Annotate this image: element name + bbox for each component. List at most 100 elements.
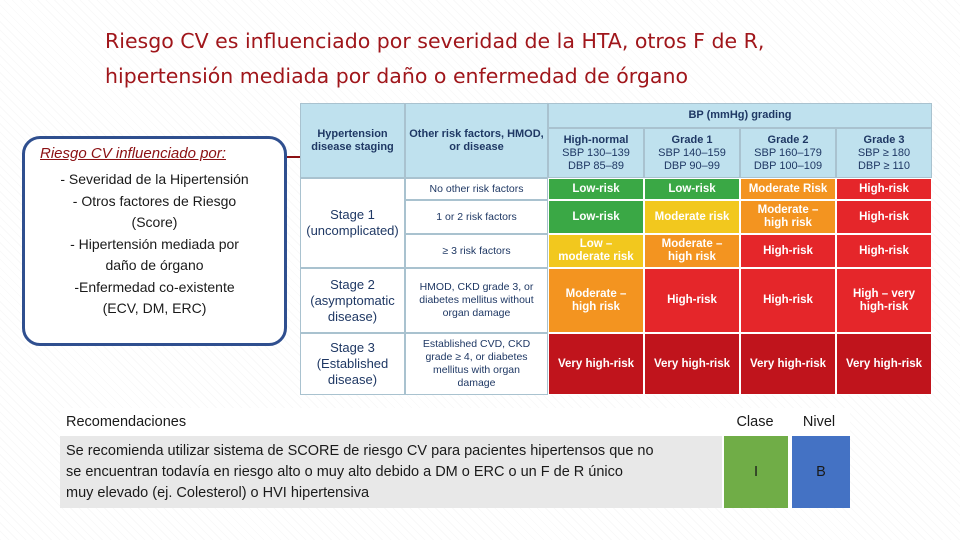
risk-cell: Very high-risk [548, 333, 644, 395]
factor-text: ≥ 3 risk factors [442, 244, 511, 257]
risk-cell: High-risk [836, 234, 932, 268]
factor-text: Established CVD, CKD [422, 338, 531, 350]
grade-text: DBP 90–99 [663, 159, 721, 172]
factor-text: damage [457, 377, 496, 389]
risk-text: high risk [764, 217, 812, 229]
risk-text: Moderate risk [654, 210, 730, 223]
callout-line: daño de órgano [105, 257, 204, 273]
risk-text: High-risk [859, 210, 909, 223]
risk-text: Moderate – [757, 204, 819, 216]
callout-heading: Riesgo CV influenciado por: [40, 145, 226, 162]
risk-text: High-risk [667, 294, 717, 306]
callout-box: - Severidad de la Hipertensión - Otros fa… [22, 136, 287, 346]
risk-cell: Very high-risk [740, 333, 836, 395]
risk-cell: High – very high-risk [836, 268, 932, 333]
risk-cell: Moderate risk [644, 200, 740, 234]
title-line: Riesgo CV es influenciado por severidad … [105, 29, 765, 53]
rec-header: Nivel [788, 408, 850, 436]
rec-level: B [788, 436, 850, 508]
factor-text: mellitus with organ [433, 364, 520, 376]
factor-cell: No other risk factors [405, 178, 548, 200]
rec-header: Clase [722, 408, 788, 436]
title-line: hipertensión mediada por daño o enfermed… [105, 64, 688, 88]
grade-header: Grade 2 SBP 160–179 DBP 100–109 [740, 128, 836, 178]
factor-text: diabetes mellitus without [419, 294, 534, 306]
risk-text: Low-risk [572, 210, 620, 223]
risk-text: Very high-risk [749, 357, 827, 370]
factor-text: HMOD, CKD grade 3, or [419, 281, 534, 293]
rec-body: Se recomienda utilizar sistema de SCORE … [60, 436, 722, 508]
header-text: or disease [449, 140, 504, 153]
grade-header: Grade 1 SBP 140–159 DBP 90–99 [644, 128, 740, 178]
risk-cell: Very high-risk [836, 333, 932, 395]
callout-line: (Score) [131, 214, 178, 230]
header-text: Other risk factors, HMOD, [409, 127, 544, 140]
header-text: Hypertension [317, 127, 388, 140]
risk-text: Low-risk [668, 182, 716, 195]
risk-text: Low-risk [572, 182, 620, 195]
risk-cell: Low – moderate risk [548, 234, 644, 268]
risk-text: high-risk [859, 300, 909, 313]
callout-line: (ECV, DM, ERC) [102, 300, 207, 316]
stage-cell: Stage 1 (uncomplicated) [300, 178, 405, 268]
header-text: disease staging [311, 140, 394, 153]
stage-cell: Stage 3 (Established disease) [300, 333, 405, 395]
risk-cell: High-risk [740, 234, 836, 268]
callout-line: - Hipertensión mediada por [70, 235, 239, 252]
risk-text: high risk [572, 300, 620, 313]
rec-header: Recomendaciones [60, 408, 722, 436]
risk-text: Very high-risk [653, 357, 731, 370]
stage-text: Stage 2 [330, 276, 375, 292]
stage-text: (uncomplicated) [306, 223, 399, 238]
risk-text: moderate risk [558, 251, 634, 263]
stage-text: disease) [327, 372, 378, 387]
stage-text: Stage 1 [330, 207, 375, 222]
risk-text: Very high-risk [557, 357, 635, 370]
slide-title: Riesgo CV es influenciado por severidad … [105, 24, 905, 94]
grade-text: High-normal [563, 133, 629, 146]
factor-text: organ damage [442, 307, 511, 319]
risk-cell: Low-risk [548, 178, 644, 200]
grade-text: DBP ≥ 110 [857, 159, 911, 172]
rec-line: muy elevado (ej. Colesterol) o HVI hiper… [66, 484, 370, 501]
grade-text: Grade 2 [767, 133, 809, 146]
factor-cell: HMOD, CKD grade 3, or diabetes mellitus w… [405, 268, 548, 333]
factor-cell: Established CVD, CKD grade ≥ 4, or diabet… [405, 333, 548, 395]
risk-text: High-risk [763, 244, 813, 257]
connector [286, 156, 302, 158]
risk-text: High-risk [763, 294, 813, 306]
risk-cell: High-risk [836, 200, 932, 234]
callout-line: - Severidad de la Hipertensión [60, 171, 249, 187]
stage-text: (asymptomatic [310, 292, 395, 308]
risk-cell: Moderate – high risk [644, 234, 740, 268]
header-cell: Hypertension disease staging [300, 103, 405, 178]
grade-header: Grade 3 SBP ≥ 180 DBP ≥ 110 [836, 128, 932, 178]
risk-text: Moderate – [565, 287, 627, 300]
risk-text: Moderate Risk [748, 182, 828, 195]
grade-text: SBP 140–159 [658, 146, 726, 159]
risk-text: High-risk [859, 182, 909, 195]
grade-text: Grade 1 [671, 133, 713, 146]
risk-text: Very high-risk [845, 357, 923, 370]
risk-text: High-risk [859, 244, 909, 257]
risk-cell: Low-risk [644, 178, 740, 200]
risk-text: Moderate – [661, 238, 723, 250]
risk-cell: High-risk [836, 178, 932, 200]
risk-text: high risk [668, 251, 716, 263]
risk-cell: Low-risk [548, 200, 644, 234]
risk-cell: High-risk [740, 268, 836, 333]
rec-class: I [722, 436, 788, 508]
grade-text: DBP 85–89 [567, 159, 625, 172]
stage-text: Stage 3 [330, 340, 375, 355]
grade-header: High-normal SBP 130–139 DBP 85–89 [548, 128, 644, 178]
grade-text: SBP ≥ 180 [857, 146, 911, 159]
risk-cell: Moderate – high risk [548, 268, 644, 333]
stage-text: disease) [327, 308, 378, 324]
rec-line: Se recomienda utilizar sistema de SCORE … [66, 442, 654, 459]
grade-text: DBP 100–109 [753, 159, 823, 172]
stage-cell: Stage 2 (asymptomatic disease) [300, 268, 405, 333]
risk-table: Hypertension disease staging Other risk fa… [300, 103, 932, 395]
factor-cell: 1 or 2 risk factors [405, 200, 548, 234]
grade-text: Grade 3 [863, 133, 905, 146]
